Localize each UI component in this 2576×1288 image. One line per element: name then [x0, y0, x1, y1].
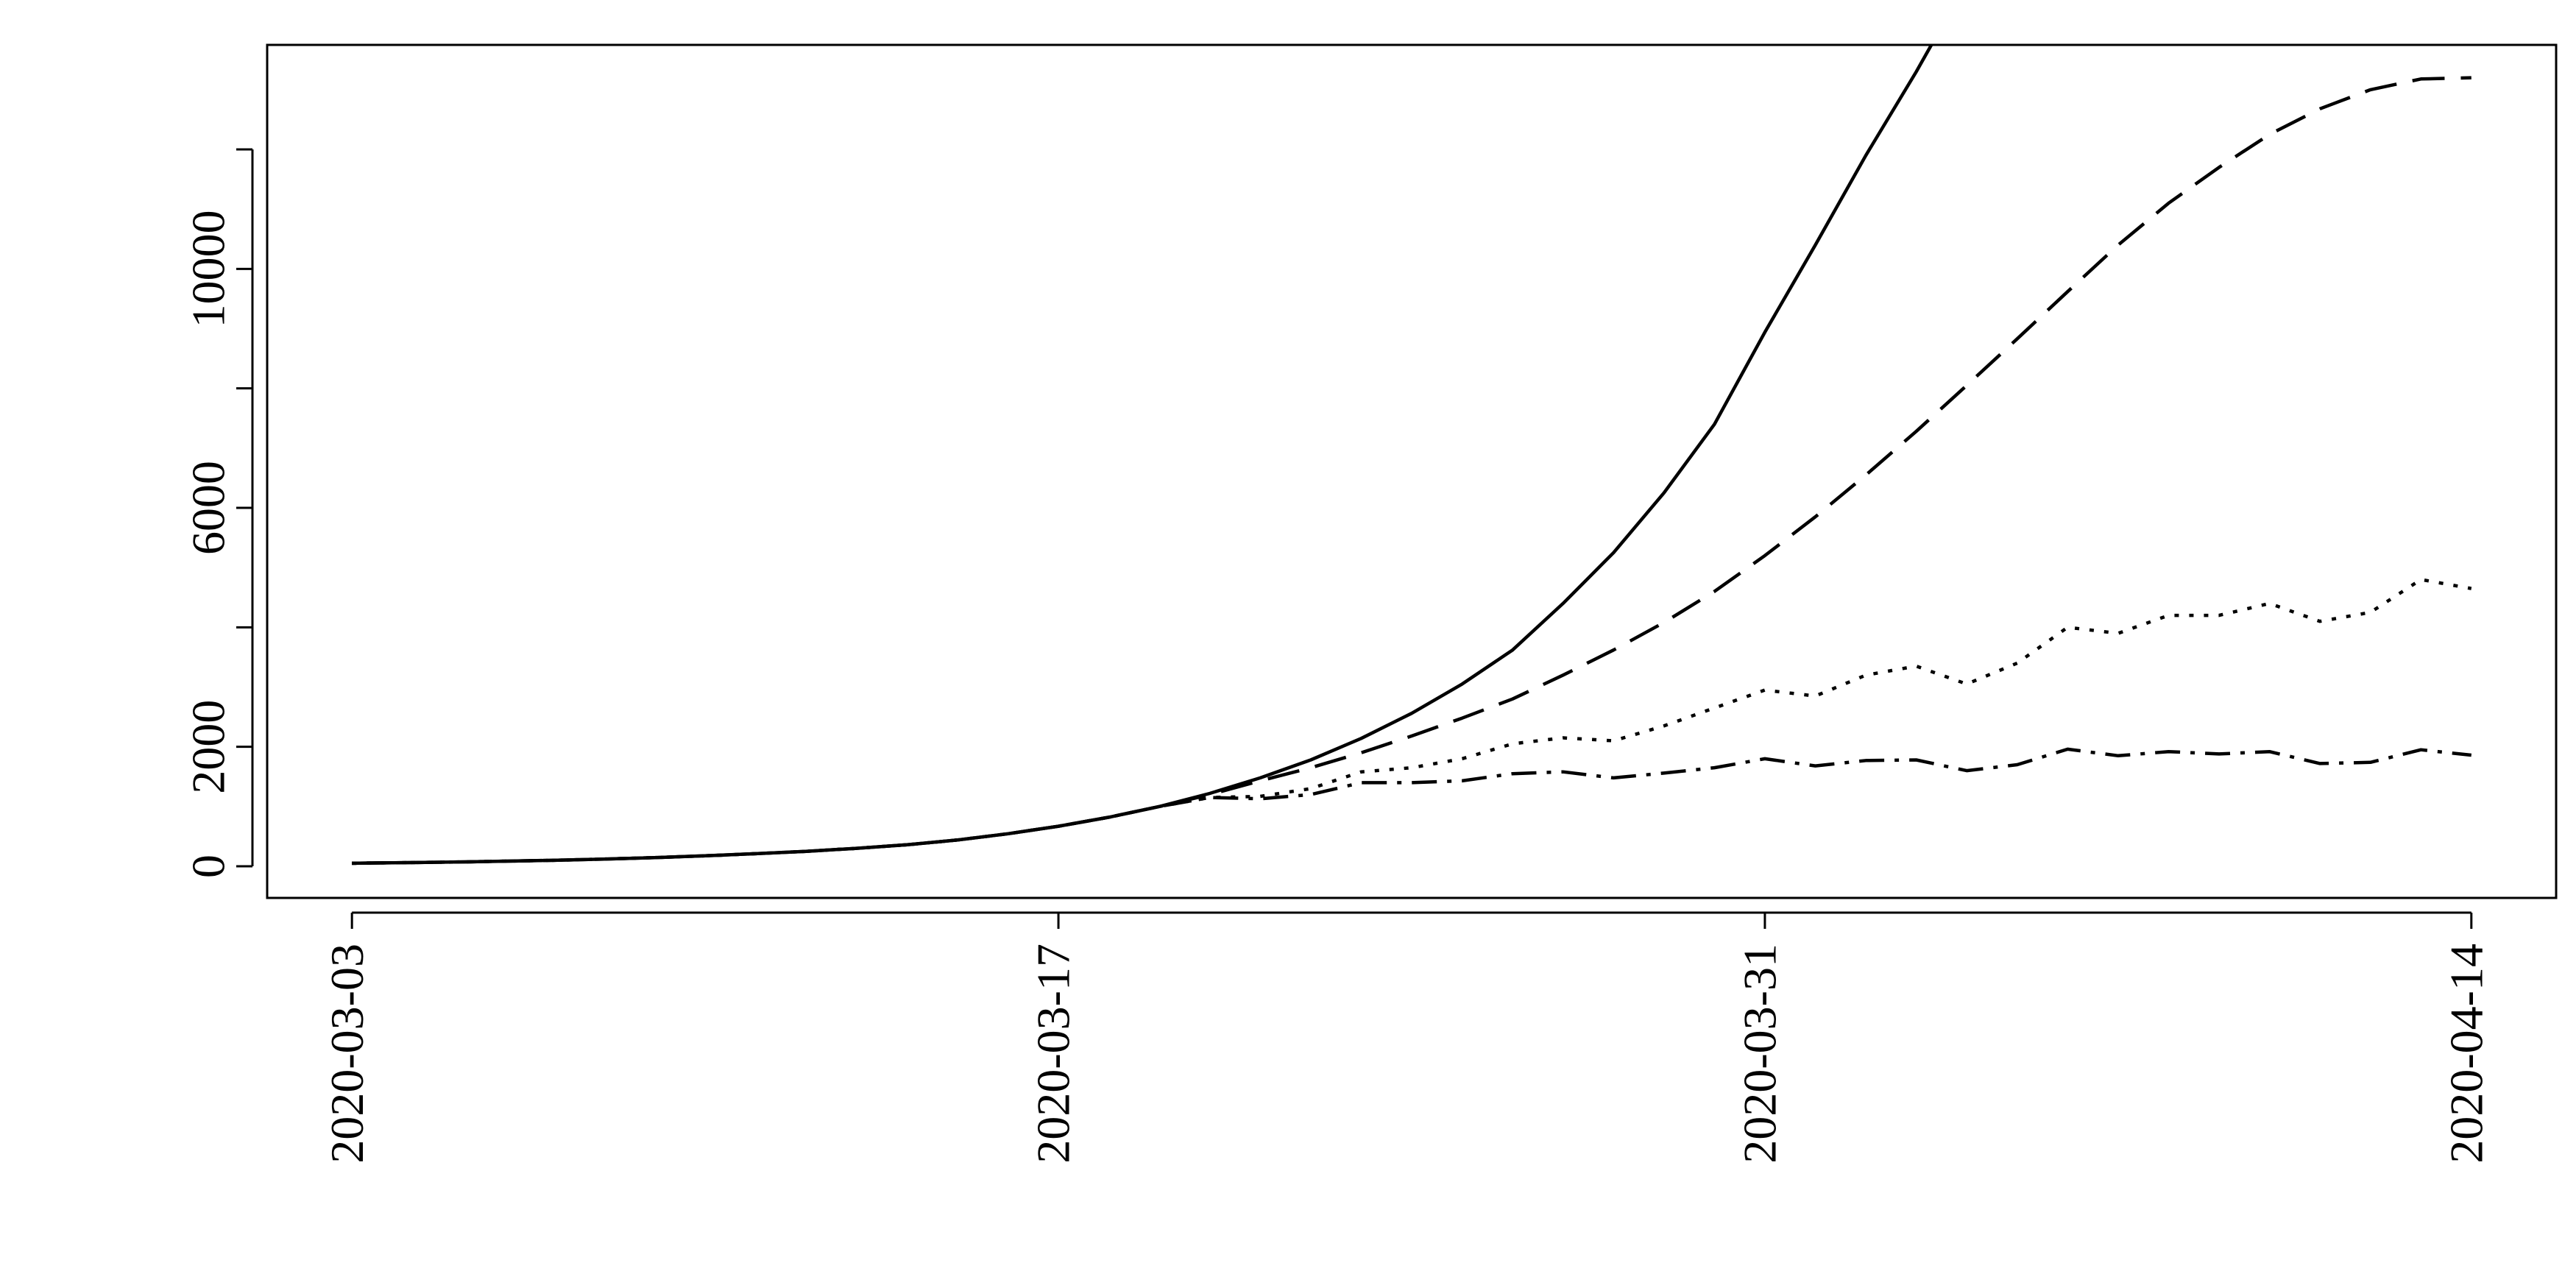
plot-area — [352, 45, 2472, 866]
plot-frame — [266, 43, 2558, 899]
y-tick-label: 2000 — [183, 700, 235, 794]
x-tick-label: 2020-04-14 — [2441, 944, 2493, 1164]
line-series — [352, 578, 2472, 866]
x-tick-label: 2020-03-31 — [1734, 944, 1786, 1164]
line-series — [352, 45, 1933, 866]
line-series — [352, 747, 2472, 866]
line-series — [352, 76, 2471, 866]
y-tick-label: 10000 — [183, 210, 235, 328]
x-tick-label: 2020-03-17 — [1027, 944, 1080, 1164]
y-tick-label: 6000 — [183, 461, 235, 555]
x-tick-label: 2020-03-03 — [321, 944, 373, 1164]
y-tick-label: 0 — [183, 854, 235, 878]
